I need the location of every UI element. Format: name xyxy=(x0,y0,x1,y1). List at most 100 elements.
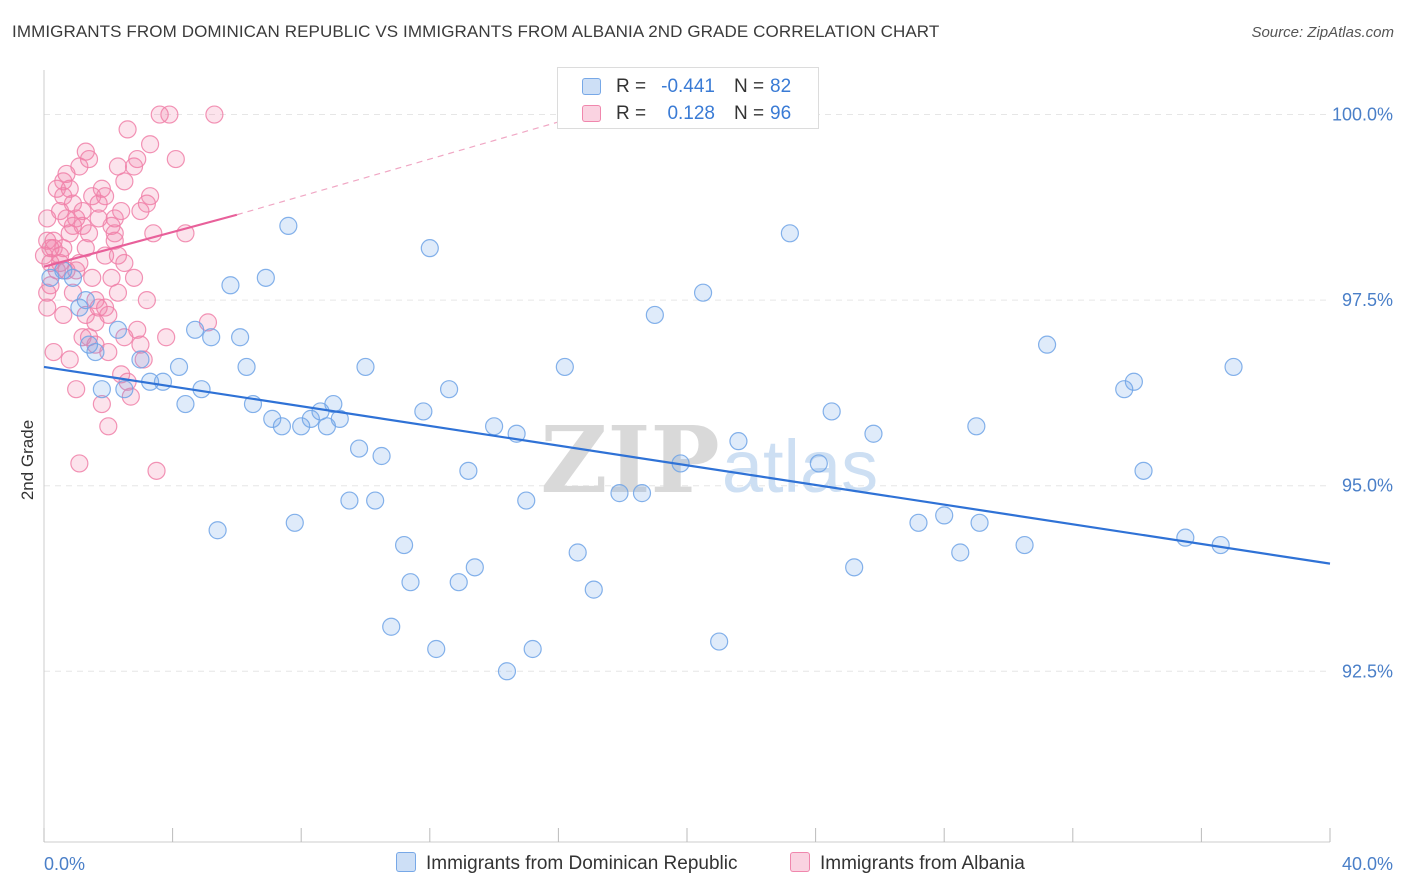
data-point xyxy=(76,291,95,310)
legend-swatch-dominican xyxy=(582,78,601,95)
data-point xyxy=(79,224,99,243)
data-point xyxy=(909,513,928,532)
data-point xyxy=(67,380,86,399)
r-label: R = xyxy=(616,76,647,97)
data-point xyxy=(610,484,629,503)
data-point xyxy=(1224,357,1243,377)
data-point xyxy=(414,402,433,421)
data-point xyxy=(202,328,221,347)
data-point xyxy=(459,461,478,480)
data-point xyxy=(92,394,111,414)
data-point xyxy=(272,417,292,436)
r-label: R = xyxy=(616,103,647,124)
data-point xyxy=(465,558,484,577)
legend-label-albania: Immigrants from Albania xyxy=(820,853,1025,874)
data-point xyxy=(208,521,227,540)
data-point xyxy=(845,558,864,577)
watermark-atlas: atlas xyxy=(722,425,878,508)
data-point xyxy=(237,357,256,377)
data-point xyxy=(485,417,504,436)
data-point xyxy=(115,172,134,191)
data-point xyxy=(349,439,369,458)
stats-legend: R = -0.441 N = 82 R = 0.128 N = 96 xyxy=(557,67,819,129)
data-point xyxy=(41,276,60,295)
data-point xyxy=(340,491,359,510)
data-point xyxy=(970,513,989,532)
data-point xyxy=(47,179,66,198)
data-point xyxy=(105,231,124,250)
legend-item-albania[interactable]: Immigrants from Albania xyxy=(790,852,1025,875)
y-tick-label: 100.0% xyxy=(1332,105,1393,125)
data-point xyxy=(54,172,73,191)
data-point xyxy=(121,387,140,406)
data-point xyxy=(176,394,195,414)
data-point xyxy=(67,209,86,228)
data-point xyxy=(73,201,92,221)
data-point xyxy=(38,298,57,317)
data-point xyxy=(34,246,54,265)
data-point xyxy=(54,305,73,325)
data-point xyxy=(356,357,375,377)
r-value: -0.441 xyxy=(661,76,715,97)
n-label: N = xyxy=(734,103,765,124)
data-point xyxy=(205,105,224,124)
data-point xyxy=(131,201,150,221)
data-point xyxy=(140,135,160,154)
trend-lines xyxy=(43,121,1331,565)
data-point xyxy=(112,201,131,221)
data-point xyxy=(44,342,63,362)
data-point xyxy=(584,580,603,599)
data-point xyxy=(523,639,542,659)
data-point xyxy=(131,335,150,354)
legend-item-dominican[interactable]: Immigrants from Dominican Republic xyxy=(396,852,738,875)
data-point xyxy=(86,342,105,362)
data-point xyxy=(555,357,574,377)
data-point xyxy=(157,328,176,347)
data-point xyxy=(822,402,841,421)
data-point xyxy=(169,357,189,377)
data-point xyxy=(710,632,729,651)
data-point xyxy=(420,239,439,258)
data-point xyxy=(864,424,883,443)
data-point xyxy=(285,513,304,532)
data-point xyxy=(99,342,118,362)
data-point xyxy=(439,380,459,399)
data-point xyxy=(729,432,748,451)
data-point xyxy=(1124,372,1143,391)
tick-labels: 92.5% 95.0% 97.5% 100.0% 0.0% 40.0% xyxy=(44,105,1393,874)
y-tick-label: 92.5% xyxy=(1342,661,1393,681)
data-point xyxy=(83,187,102,206)
data-point xyxy=(76,142,95,161)
data-point xyxy=(517,491,536,510)
trend-line-albania-extended xyxy=(236,121,559,216)
data-point xyxy=(95,298,115,317)
data-point xyxy=(1115,380,1134,399)
data-point xyxy=(160,105,179,124)
data-point xyxy=(394,535,414,555)
legend-swatch-albania xyxy=(582,105,601,122)
data-point xyxy=(60,179,79,198)
data-point xyxy=(95,187,115,206)
data-point xyxy=(105,209,124,228)
grid-lines xyxy=(44,114,1330,672)
data-point xyxy=(115,380,134,399)
x-tick-label: 0.0% xyxy=(44,854,85,874)
n-value: 82 xyxy=(770,76,792,97)
watermark-zip: ZIP xyxy=(540,406,719,514)
data-point xyxy=(128,320,147,339)
y-tick-label: 97.5% xyxy=(1342,290,1393,310)
data-point xyxy=(279,216,298,235)
data-point xyxy=(292,417,311,436)
data-point xyxy=(83,268,102,287)
r-value: 0.128 xyxy=(667,103,715,124)
series-legend: Immigrants from Dominican Republic Immig… xyxy=(0,852,1406,878)
data-point xyxy=(330,409,349,428)
legend-swatch-albania xyxy=(790,852,810,872)
data-point xyxy=(128,149,147,169)
points-albania xyxy=(34,105,224,480)
data-point xyxy=(118,120,137,139)
data-point xyxy=(935,506,954,525)
legend-label-dominican: Immigrants from Dominican Republic xyxy=(426,853,738,874)
data-point xyxy=(140,187,160,206)
